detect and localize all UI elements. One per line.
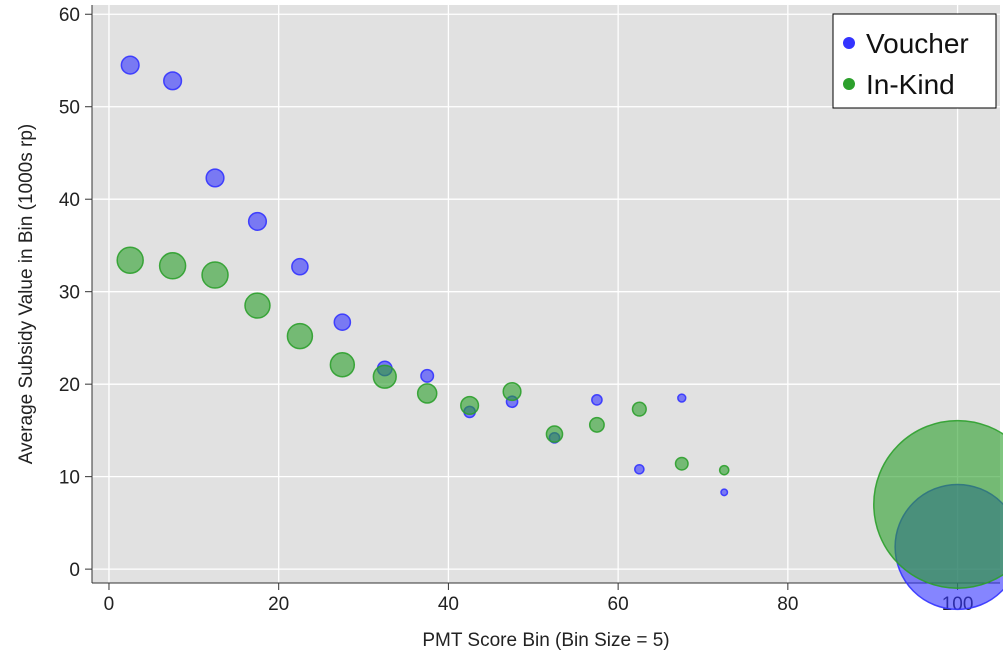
legend-box xyxy=(832,13,997,109)
x-tick-label-20: 20 xyxy=(268,594,289,615)
point-in-kind-5 xyxy=(329,352,356,378)
x-tick-label-60: 60 xyxy=(608,594,629,615)
data-points xyxy=(116,55,1003,611)
point-voucher-11 xyxy=(591,394,603,406)
grid-lines xyxy=(92,5,1000,583)
y-tick-label-40: 40 xyxy=(59,190,80,211)
point-voucher-7 xyxy=(420,368,435,383)
point-voucher-0 xyxy=(120,55,140,75)
point-in-kind-15 xyxy=(873,419,1003,589)
legend-label-voucher: Voucher xyxy=(866,28,969,59)
point-voucher-13 xyxy=(677,393,687,403)
point-in-kind-6 xyxy=(372,364,397,389)
point-in-kind-7 xyxy=(416,383,438,404)
x-tick-label-80: 80 xyxy=(777,594,798,615)
y-tick-label-0: 0 xyxy=(69,560,80,581)
legend-swatch-voucher xyxy=(843,37,855,49)
x-axis-title: PMT Score Bin (Bin Size = 5) xyxy=(422,630,669,651)
point-voucher-4 xyxy=(291,257,309,276)
y-tick-label-30: 30 xyxy=(59,283,80,304)
y-tick-label-10: 10 xyxy=(59,468,80,489)
y-tick-label-50: 50 xyxy=(59,98,80,119)
legend-swatch-in-kind xyxy=(843,78,855,90)
point-voucher-3 xyxy=(247,211,268,231)
x-tick-label-40: 40 xyxy=(438,594,459,615)
axes: 0204060801000102030405060 xyxy=(59,5,1000,615)
point-in-kind-10 xyxy=(545,425,564,443)
point-in-kind-13 xyxy=(674,456,689,471)
point-in-kind-9 xyxy=(502,381,522,402)
point-voucher-5 xyxy=(333,313,352,332)
x-tick-label-0: 0 xyxy=(104,594,115,615)
y-tick-label-20: 20 xyxy=(59,375,80,396)
point-in-kind-8 xyxy=(460,395,480,416)
y-tick-label-60: 60 xyxy=(59,5,80,26)
point-voucher-2 xyxy=(205,168,225,188)
point-in-kind-2 xyxy=(201,261,229,289)
point-in-kind-3 xyxy=(244,292,271,319)
legend-label-in-kind: In-Kind xyxy=(866,69,955,100)
point-voucher-1 xyxy=(163,71,183,91)
point-in-kind-11 xyxy=(588,416,605,433)
point-in-kind-14 xyxy=(718,464,730,476)
point-in-kind-1 xyxy=(158,252,187,280)
point-in-kind-12 xyxy=(631,401,647,417)
point-in-kind-4 xyxy=(286,322,314,350)
y-axis-title: Average Subsidy Value in Bin (1000s rp) xyxy=(16,124,37,464)
point-in-kind-0 xyxy=(116,246,144,274)
point-voucher-12 xyxy=(634,463,645,475)
point-voucher-14 xyxy=(720,488,729,497)
legend: Voucher In-Kind xyxy=(832,13,997,109)
